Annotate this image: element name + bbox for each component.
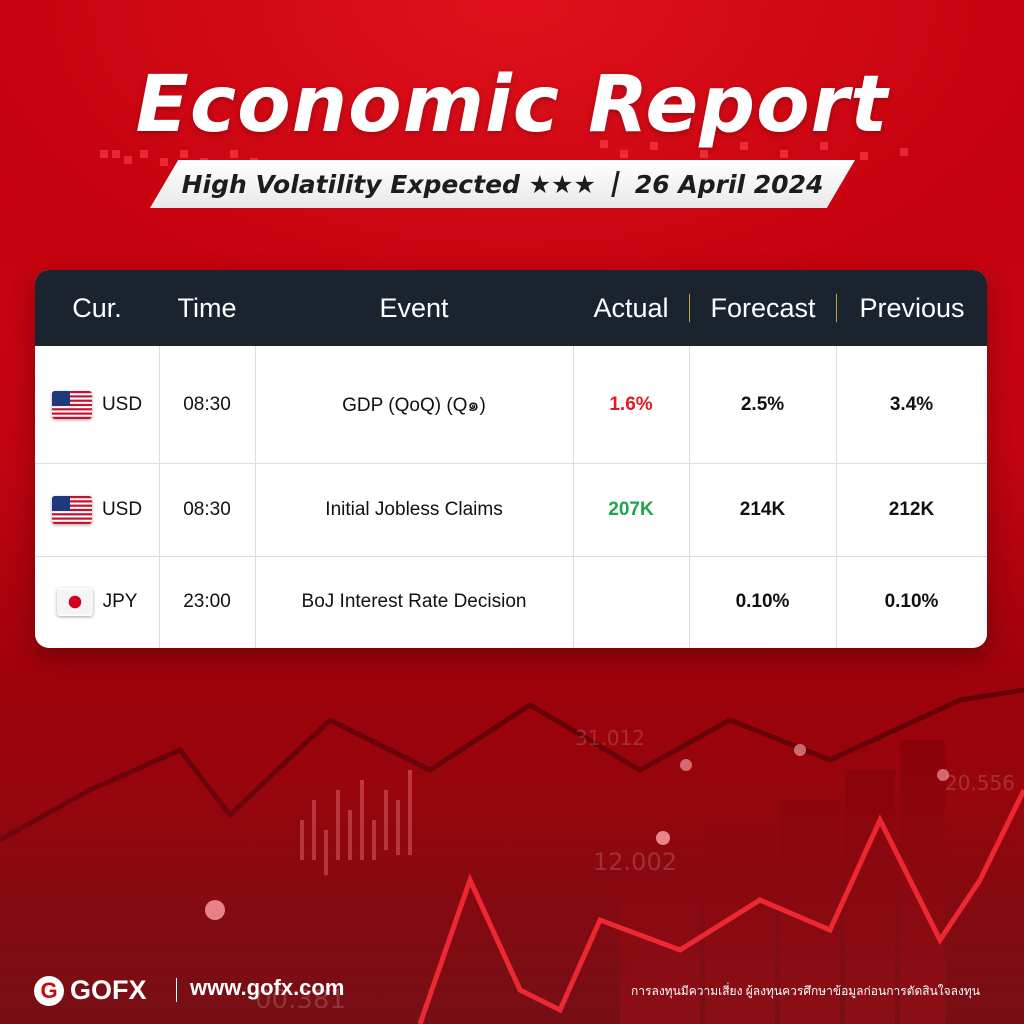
banner-date: 26 April 2024 <box>634 169 824 199</box>
column-divider <box>573 346 574 648</box>
table-row: USD 08:30 Initial Jobless Claims 207K 21… <box>35 463 987 557</box>
bg-number: 12.002 <box>593 848 677 876</box>
column-header-forecast: Forecast <box>710 293 816 323</box>
banner-separator <box>611 171 620 197</box>
actual-value: 207K <box>608 498 654 520</box>
actual-value <box>573 556 689 648</box>
previous-value: 212K <box>888 498 935 520</box>
table-row: USD 08:30 GDP (QoQ) (Q๑) 1.6% 2.5% 3.4% <box>35 346 987 464</box>
currency-code: USD <box>101 393 143 415</box>
event-name: Initial Jobless Claims <box>325 498 503 520</box>
forecast-value: 2.5% <box>740 393 785 415</box>
column-divider <box>255 346 256 648</box>
event-name: GDP (QoQ) (Q๑) <box>342 394 486 416</box>
event-time: 23:00 <box>183 591 231 612</box>
column-divider <box>836 346 837 648</box>
website-link[interactable]: www.gofx.com <box>190 975 345 1000</box>
report-title: Economic Report <box>135 60 889 150</box>
volatility-banner: High Volatility Expected ★★★ 26 April 20… <box>150 160 855 208</box>
banner-subtitle: High Volatility Expected ★★★ <box>181 169 596 199</box>
risk-disclaimer: การลงทุนมีความเสี่ยง ผู้ลงทุนควรศึกษาข้อ… <box>631 984 980 998</box>
bg-number: 20.556 <box>945 771 1015 795</box>
currency-code: JPY <box>102 591 138 612</box>
bg-number: 31.012 <box>575 726 645 750</box>
forecast-value: 0.10% <box>735 591 790 612</box>
event-time: 08:30 <box>183 393 231 415</box>
column-divider <box>159 346 160 648</box>
gofx-logo[interactable]: G GOFX <box>34 975 147 1006</box>
event-time: 08:30 <box>183 498 231 520</box>
g-logo-icon: G <box>34 975 64 1006</box>
previous-value: 3.4% <box>889 393 934 415</box>
table-row: JPY 23:00 BoJ Interest Rate Decision 0.1… <box>35 556 987 648</box>
footer-divider <box>176 978 177 1002</box>
currency-code: USD <box>101 498 143 520</box>
event-name: BoJ Interest Rate Decision <box>301 591 527 612</box>
column-divider <box>689 346 690 648</box>
column-header-currency: Cur. <box>72 293 122 323</box>
column-header-event: Event <box>379 293 449 323</box>
bg-number: 00.381 <box>255 985 346 1015</box>
column-header-actual: Actual <box>593 293 669 323</box>
economic-calendar-table: Cur. Time Event Actual Forecast Previous… <box>35 270 987 648</box>
brand-name: GOFX <box>70 975 147 1005</box>
footer: G GOFX www.gofx.com การลงทุนมีความเสี่ยง… <box>0 960 1024 1020</box>
forecast-value: 214K <box>739 498 786 520</box>
header-divider <box>836 294 837 322</box>
header-divider <box>689 294 690 322</box>
actual-value: 1.6% <box>609 393 653 415</box>
us-flag-icon <box>51 495 92 524</box>
column-header-previous: Previous <box>859 293 965 323</box>
column-header-time: Time <box>177 293 237 323</box>
previous-value: 0.10% <box>884 591 939 612</box>
table-header: Cur. Time Event Actual Forecast Previous <box>35 270 987 346</box>
japan-flag-icon <box>56 589 93 615</box>
us-flag-icon <box>51 390 92 419</box>
